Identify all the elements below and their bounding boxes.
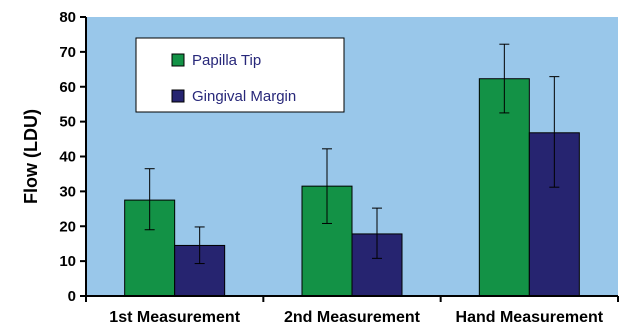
error-bar-gingival-margin-2 bbox=[372, 207, 382, 259]
legend-swatch-papilla-tip bbox=[171, 53, 185, 67]
x-category-label: Hand Measurement bbox=[456, 309, 604, 326]
error-bar-papilla-tip-2 bbox=[322, 148, 332, 224]
legend-box bbox=[135, 37, 345, 113]
y-axis-title: Flow (LDU) bbox=[21, 109, 41, 204]
error-bar-gingival-margin-1 bbox=[194, 226, 205, 265]
y-tick-label: 80 bbox=[59, 9, 76, 26]
y-axis: 0 10 20 30 40 50 60 70 80 bbox=[59, 9, 87, 305]
legend-label-gingival-margin: Gingival Margin bbox=[192, 88, 296, 105]
error-bar-papilla-tip-3 bbox=[499, 43, 510, 114]
legend: Papilla Tip Gingival Margin bbox=[135, 37, 345, 113]
x-axis: 1st Measurement 2nd Measurement Hand Measu… bbox=[85, 295, 619, 326]
x-category-label: 1st Measurement bbox=[109, 309, 240, 326]
y-tick-label: 70 bbox=[59, 44, 76, 61]
error-bar-gingival-margin-3 bbox=[549, 76, 560, 188]
y-tick-label: 30 bbox=[59, 183, 76, 200]
legend-label-papilla-tip: Papilla Tip bbox=[192, 52, 261, 69]
y-tick-label: 0 bbox=[68, 288, 76, 305]
y-tick-label: 60 bbox=[59, 79, 76, 96]
error-bar-papilla-tip-1 bbox=[144, 168, 155, 231]
bars-layer bbox=[124, 78, 580, 297]
x-category-label: 2nd Measurement bbox=[284, 309, 421, 326]
y-tick-label: 10 bbox=[59, 253, 76, 270]
error-bars-layer bbox=[144, 43, 560, 265]
y-tick-label: 50 bbox=[59, 114, 76, 131]
y-tick-label: 20 bbox=[59, 218, 76, 235]
legend-swatch-gingival-margin bbox=[171, 89, 185, 103]
y-tick-label: 40 bbox=[59, 149, 76, 166]
